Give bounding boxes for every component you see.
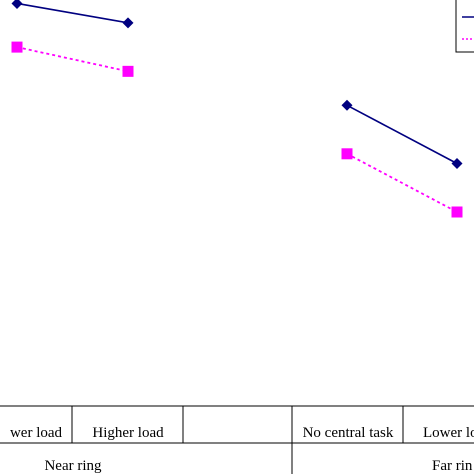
series-2-line xyxy=(346,153,458,213)
series-1-point xyxy=(122,17,134,29)
tick-label: Lower lo xyxy=(423,425,474,441)
tick-label: No central task xyxy=(303,425,394,441)
series-2-line xyxy=(16,46,129,73)
legend-box xyxy=(455,0,474,53)
series-2-point xyxy=(451,206,463,218)
series-1-point xyxy=(451,158,463,169)
series-2-point xyxy=(122,65,134,77)
series-2-point xyxy=(11,41,23,53)
group-label: Near ring xyxy=(44,458,102,474)
tick-label: wer load xyxy=(10,425,63,441)
tick-label: Higher load xyxy=(92,425,164,441)
series-2-point xyxy=(341,148,353,160)
series-1-line xyxy=(346,104,458,165)
group-label: Far rin xyxy=(432,458,473,474)
category-axis: wer load Higher load No central task Low… xyxy=(0,405,474,474)
series-1-point xyxy=(11,0,23,9)
series-layer xyxy=(11,0,463,218)
series-1-line xyxy=(16,2,129,24)
series-1-point xyxy=(341,99,353,111)
legend xyxy=(455,0,474,53)
